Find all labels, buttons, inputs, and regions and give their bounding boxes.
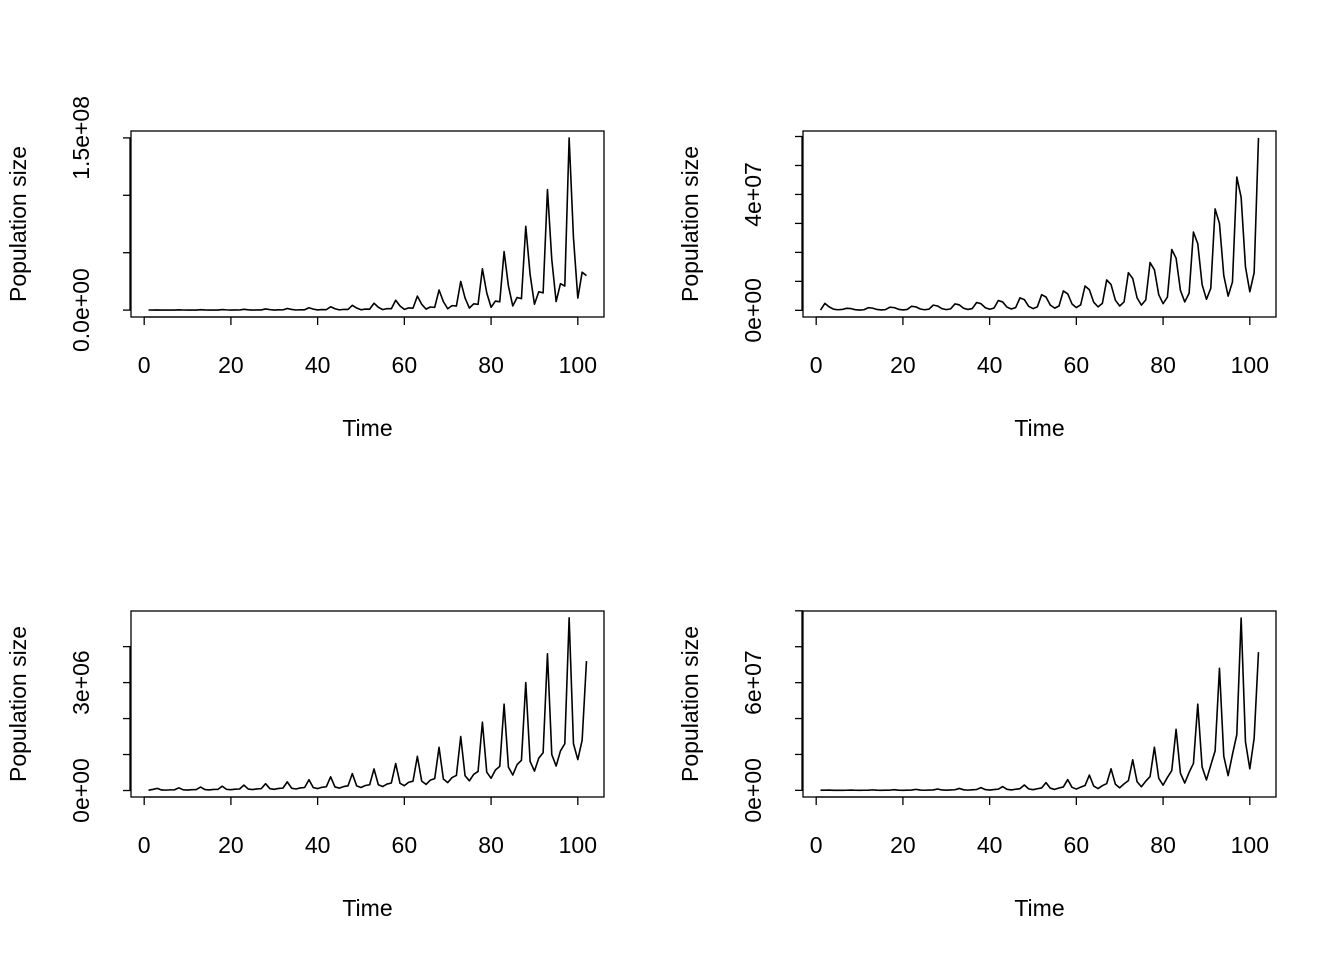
x-tick-label: 20 xyxy=(218,352,244,378)
y-tick-label: 0e+00 xyxy=(740,758,766,823)
x-tick-label: 100 xyxy=(559,832,597,858)
x-tick-label: 80 xyxy=(478,832,504,858)
plot-box xyxy=(802,610,1277,798)
x-tick-label: 100 xyxy=(1231,832,1269,858)
plot-box xyxy=(130,130,605,318)
y-tick-label: 6e+07 xyxy=(740,650,766,715)
y-axis-label: Population size xyxy=(5,626,31,782)
x-tick-label: 80 xyxy=(1150,352,1176,378)
data-line xyxy=(148,137,587,311)
x-axis-label: Time xyxy=(342,415,392,441)
x-tick-label: 80 xyxy=(478,352,504,378)
x-tick-label: 40 xyxy=(977,832,1003,858)
x-tick-label: 0 xyxy=(138,352,151,378)
x-tick-label: 0 xyxy=(810,832,823,858)
y-tick-label: 0e+00 xyxy=(68,758,94,823)
x-axis-label: Time xyxy=(1014,895,1064,921)
x-tick-label: 0 xyxy=(810,352,823,378)
y-tick-label: 1.5e+08 xyxy=(68,96,94,180)
x-tick-label: 20 xyxy=(890,832,916,858)
data-line xyxy=(148,617,588,791)
x-tick-label: 80 xyxy=(1150,832,1176,858)
y-tick-label: 4e+07 xyxy=(740,162,766,227)
plot-box xyxy=(802,130,1277,318)
x-tick-label: 100 xyxy=(559,352,597,378)
x-tick-label: 40 xyxy=(305,352,331,378)
panel: 0 20 40 60 80 100 0e+00 4e+07 Time Population siz… xyxy=(677,130,1277,441)
x-tick-label: 40 xyxy=(305,832,331,858)
data-line xyxy=(820,617,1260,792)
x-tick-label: 60 xyxy=(392,832,418,858)
panel: 0 20 40 60 80 100 0e+00 6e+07 Time Population siz… xyxy=(677,610,1277,921)
x-tick-label: 60 xyxy=(1064,832,1090,858)
y-tick-label: 0e+00 xyxy=(740,278,766,343)
y-tick-label: 3e+06 xyxy=(68,650,94,715)
y-axis-label: Population size xyxy=(677,626,703,782)
x-tick-label: 60 xyxy=(392,352,418,378)
x-tick-label: 20 xyxy=(890,352,916,378)
x-tick-label: 100 xyxy=(1231,352,1269,378)
x-tick-label: 0 xyxy=(138,832,151,858)
x-tick-label: 40 xyxy=(977,352,1003,378)
panel: 0 20 40 60 80 100 0e+00 3e+06 Time Population siz… xyxy=(5,610,605,921)
y-axis-label: Population size xyxy=(5,146,31,302)
x-axis-label: Time xyxy=(342,895,392,921)
panel: 0 20 40 60 80 100 0.0e+00 1.5e+08 Time Population… xyxy=(5,96,605,441)
y-axis-label: Population size xyxy=(677,146,703,302)
data-line xyxy=(819,137,1260,311)
x-axis-label: Time xyxy=(1014,415,1064,441)
x-tick-label: 20 xyxy=(218,832,244,858)
y-tick-label: 0.0e+00 xyxy=(68,268,94,352)
x-tick-label: 60 xyxy=(1064,352,1090,378)
